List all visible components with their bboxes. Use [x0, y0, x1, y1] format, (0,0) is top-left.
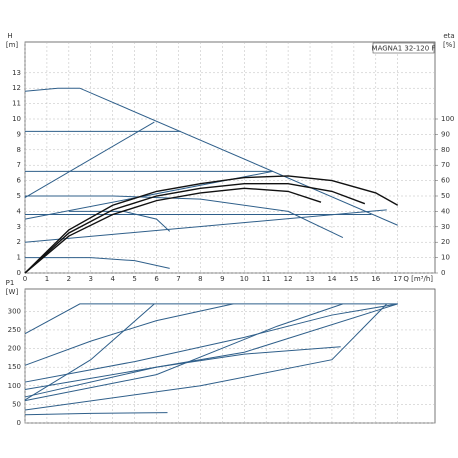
y-tick-label: 6 — [17, 177, 22, 185]
y-tick-label: 0 — [17, 269, 21, 277]
y2-tick-label: 80 — [441, 146, 450, 154]
y-tick-label: 12 — [12, 84, 21, 92]
series-line — [24, 175, 399, 274]
series-line — [25, 195, 344, 239]
series-line — [24, 303, 398, 383]
series-line — [24, 303, 155, 401]
y-label: H — [7, 32, 12, 40]
x-tick-label: 5 — [132, 275, 136, 283]
y2-unit: [%] — [443, 41, 455, 49]
x-label: Q [m³/h] — [403, 275, 433, 283]
x-tick-label: 2 — [67, 275, 71, 283]
series-line — [24, 187, 322, 274]
y2-tick-label: 40 — [441, 207, 450, 215]
series-line — [68, 210, 171, 232]
x-tick-label: 3 — [89, 275, 93, 283]
y2-tick-label: 10 — [441, 254, 450, 262]
x-tick-label: 4 — [110, 275, 115, 283]
y-tick-label: 4 — [17, 207, 22, 215]
y-tick-label: 8 — [17, 146, 21, 154]
series-line — [24, 87, 398, 226]
x-tick-label: 16 — [371, 275, 380, 283]
y2-label: eta — [443, 32, 454, 40]
series-line — [24, 182, 366, 274]
y2-tick-label: 70 — [441, 161, 450, 169]
series-line — [24, 303, 398, 390]
x-tick-label: 10 — [240, 275, 249, 283]
y-unit: [W] — [6, 288, 19, 296]
y2-tick-label: 0 — [441, 269, 445, 277]
title-box — [372, 42, 435, 54]
y-tick-label: 3 — [17, 223, 21, 231]
series-line — [25, 257, 170, 269]
series-line — [24, 412, 168, 416]
x-tick-label: 0 — [23, 275, 27, 283]
x-tick-label: 8 — [198, 275, 202, 283]
y-tick-label: 5 — [17, 192, 21, 200]
y2-tick-label: 20 — [441, 238, 450, 246]
series-line — [24, 303, 344, 402]
y2-tick-label: 30 — [441, 223, 450, 231]
y-tick-label: 10 — [12, 115, 21, 123]
chart-title: MAGNA1 32-120 F — [372, 45, 436, 53]
x-tick-label: 15 — [349, 275, 358, 283]
y-tick-label: 11 — [12, 100, 21, 108]
x-tick-label: 7 — [176, 275, 180, 283]
x-tick-label: 12 — [284, 275, 293, 283]
x-tick-label: 6 — [154, 275, 159, 283]
y2-tick-label: 60 — [441, 177, 450, 185]
x-tick-label: 13 — [306, 275, 315, 283]
y-tick-label: 0 — [17, 419, 21, 427]
y-tick-label: 50 — [12, 400, 21, 408]
x-tick-label: 14 — [327, 275, 336, 283]
y-tick-label: 300 — [8, 307, 21, 315]
y-tick-label: 1 — [17, 254, 21, 262]
y-tick-label: 150 — [8, 363, 21, 371]
y2-tick-label: 50 — [441, 192, 450, 200]
y-tick-label: 7 — [17, 161, 21, 169]
y-tick-label: 200 — [8, 345, 21, 353]
series-line — [24, 303, 388, 411]
y-tick-label: 13 — [12, 69, 21, 77]
series-line — [24, 303, 398, 335]
y-unit: [m] — [6, 41, 19, 49]
x-tick-label: 11 — [262, 275, 271, 283]
y-tick-label: 250 — [8, 326, 21, 334]
y-tick-label: 100 — [8, 382, 21, 390]
x-tick-label: 17 — [393, 275, 402, 283]
series-line — [24, 346, 341, 398]
series-line — [24, 209, 387, 243]
y-tick-label: 2 — [17, 238, 21, 246]
y-tick-label: 9 — [17, 130, 21, 138]
x-tick-label: 1 — [45, 275, 49, 283]
x-tick-label: 9 — [220, 275, 224, 283]
y2-tick-label: 90 — [441, 130, 450, 138]
series-line — [24, 121, 155, 198]
y-label: P1 — [6, 279, 15, 287]
y2-tick-label: 100 — [441, 115, 454, 123]
